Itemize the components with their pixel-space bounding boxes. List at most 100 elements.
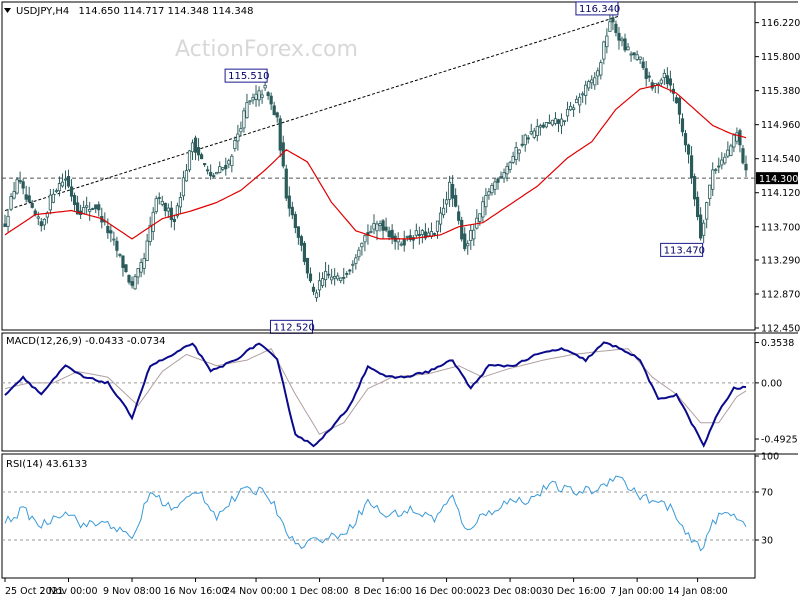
- candle-body: [469, 230, 473, 241]
- candle-body: [218, 166, 222, 173]
- candle-body: [562, 120, 567, 123]
- price-annotation-box: [660, 242, 704, 257]
- candle-body: [550, 119, 555, 126]
- candle-body: [85, 205, 89, 208]
- candle-body: [535, 126, 539, 136]
- candle-body: [336, 275, 340, 280]
- candle-body: [565, 108, 570, 117]
- rsi-y-tick-label: 70: [761, 488, 773, 499]
- candle-body: [638, 56, 642, 60]
- ohlc-values: 114.650 114.717 114.348 114.348: [78, 6, 253, 17]
- candle-body: [454, 195, 458, 207]
- candle-body: [620, 38, 624, 42]
- x-tick-label: 2 Nov 00:00: [40, 586, 98, 597]
- x-tick-label: 1 Dec 08:00: [291, 586, 349, 597]
- candle-body: [650, 82, 654, 89]
- candle-body: [227, 160, 231, 165]
- symbol-label: USDJPY,H4: [16, 6, 69, 17]
- main-price-panel: 116.220 115.800 115.380 114.960 114.540 114.1…: [1, 1, 800, 335]
- candle-body: [215, 172, 219, 175]
- candle-body: [333, 276, 337, 279]
- candle-body: [293, 214, 297, 229]
- candle-body: [614, 23, 618, 33]
- candle-body: [69, 186, 74, 197]
- candle-body: [63, 178, 68, 181]
- macd-y-tick-label: 0.3538: [761, 338, 794, 349]
- current-price-tag-label: 114.300: [759, 174, 798, 185]
- candle-body: [272, 105, 276, 116]
- candle-body: [239, 128, 243, 133]
- macd-y-tick-label: 0.00: [761, 378, 782, 389]
- candle-body: [644, 68, 648, 79]
- candle-body: [378, 223, 382, 226]
- candle-body: [668, 78, 672, 86]
- candle-body: [677, 97, 682, 115]
- candle-body: [559, 118, 564, 127]
- candle-body: [457, 211, 461, 221]
- candle-body: [732, 134, 736, 148]
- candle-body: [54, 190, 59, 193]
- x-tick-label: 23 Dec 08:00: [478, 586, 542, 597]
- candle-body: [245, 102, 249, 119]
- candle-body: [369, 230, 373, 233]
- trendline: [4, 15, 620, 212]
- candle-body: [417, 234, 421, 237]
- x-tick-label: 16 Dec 00:00: [415, 586, 479, 597]
- candle-body: [381, 220, 385, 231]
- candle-body: [665, 75, 669, 85]
- x-tick-label: 14 Jan 08:00: [668, 586, 728, 597]
- candle-body: [148, 224, 152, 242]
- candle-body: [48, 194, 52, 211]
- candle-body: [692, 176, 697, 200]
- candle-body: [699, 214, 703, 239]
- candle-body: [602, 41, 606, 60]
- candle-body: [360, 242, 364, 248]
- macd-title: MACD(12,26,9) -0.0433 -0.0734: [6, 336, 166, 347]
- candles: [3, 14, 748, 302]
- price-y-tick-label: 114.960: [761, 120, 800, 131]
- price-annotation-label: 113.470: [664, 245, 705, 256]
- candle-body: [472, 229, 476, 240]
- candle-body: [160, 200, 164, 205]
- candle-body: [738, 130, 742, 146]
- candle-body: [278, 118, 282, 151]
- candle-body: [127, 275, 131, 283]
- candle-body: [541, 124, 545, 128]
- candle-body: [330, 276, 334, 281]
- x-tick-label: 16 Nov 16:00: [164, 586, 228, 597]
- candle-body: [112, 238, 116, 241]
- candle-body: [702, 222, 706, 236]
- candle-body: [466, 243, 470, 247]
- candle-body: [136, 268, 140, 278]
- sma-line: [4, 84, 747, 240]
- candle-body: [708, 184, 712, 200]
- candle-body: [284, 168, 288, 199]
- candle-body: [402, 239, 406, 246]
- candle-body: [94, 204, 98, 210]
- candle-body: [263, 84, 267, 89]
- candle-body: [169, 207, 173, 221]
- candle-body: [269, 95, 273, 105]
- macd-panel-frame: [1, 332, 756, 452]
- collapse-triangle-icon[interactable]: [4, 8, 11, 13]
- candle-body: [157, 197, 161, 199]
- candle-body: [342, 276, 346, 279]
- candle-body: [444, 199, 449, 205]
- x-tick-label: 9 Nov 08:00: [103, 586, 161, 597]
- price-annotation-label: 112.520: [273, 322, 314, 333]
- candle-body: [6, 215, 10, 227]
- current-price-tag: [756, 172, 798, 185]
- price-y-tick-label: 112.870: [761, 289, 800, 300]
- candle-body: [121, 255, 125, 268]
- candle-body: [502, 172, 506, 179]
- candle-body: [390, 229, 394, 240]
- candle-body: [12, 191, 16, 199]
- candle-body: [575, 98, 579, 104]
- candle-body: [553, 118, 558, 124]
- candle-body: [511, 156, 515, 163]
- candle-body: [184, 170, 189, 182]
- candle-body: [327, 273, 331, 276]
- candle-body: [626, 46, 630, 51]
- candle-body: [130, 281, 134, 286]
- candle-body: [296, 226, 300, 238]
